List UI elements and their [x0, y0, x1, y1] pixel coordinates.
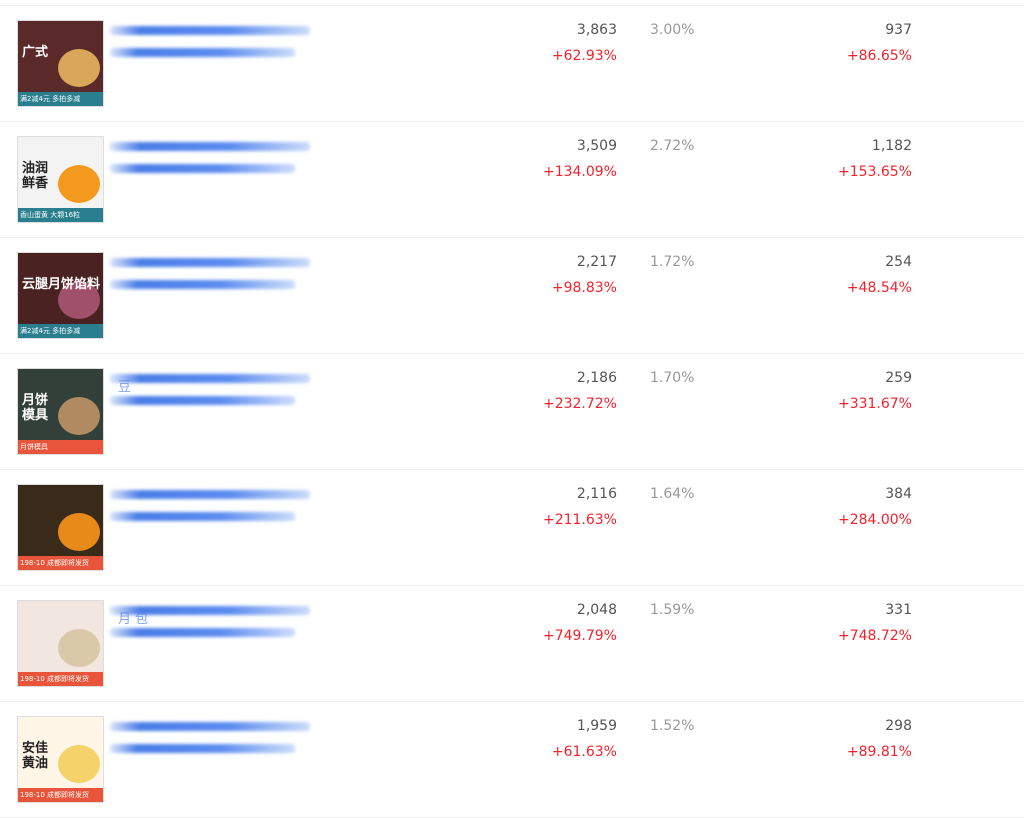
- image-banner: 198-10 成都即将发货: [18, 672, 103, 686]
- conversion-rate: 3.00%: [650, 22, 695, 38]
- product-title-text: 月 包: [118, 612, 149, 627]
- product-image[interactable]: 198-10 成都即将发货: [17, 484, 104, 571]
- product-image[interactable]: 油润 鲜香 香山蛋黄 大颗16粒: [17, 136, 104, 223]
- product-image[interactable]: 安佳 黄油 198-10 成都即将发货: [17, 716, 104, 803]
- image-banner: 198-10 成都即将发货: [18, 556, 103, 570]
- product-title-link[interactable]: [110, 22, 310, 70]
- image-banner: 198-10 成都即将发货: [18, 788, 103, 802]
- table-row[interactable]: 云腿月饼馅料 满2减4元 多拍多减 2,217 +98.83% 1.72% 25…: [0, 238, 1024, 354]
- product-photo: [58, 165, 100, 203]
- buyers-change: +153.65%: [837, 164, 912, 180]
- table-row[interactable]: 广式 满2减4元 多拍多减 3,863 +62.93% 3.00% 937 +8…: [0, 6, 1024, 122]
- product-title-link[interactable]: [110, 370, 310, 418]
- sales-value: 3,863: [576, 22, 617, 38]
- table-row[interactable]: 油润 鲜香 香山蛋黄 大颗16粒 3,509 +134.09% 2.72% 1,…: [0, 122, 1024, 238]
- image-banner: 满2减4元 多拍多减: [18, 92, 103, 106]
- product-image[interactable]: 云腿月饼馅料 满2减4元 多拍多减: [17, 252, 104, 339]
- sales-change: +134.09%: [542, 164, 617, 180]
- conversion-rate: 1.52%: [650, 718, 695, 734]
- product-title-link[interactable]: [110, 602, 310, 650]
- product-photo: [58, 49, 100, 87]
- image-caption: 安佳 黄油: [22, 741, 49, 771]
- sales-change: +62.93%: [551, 48, 617, 64]
- table-row[interactable]: 198-10 成都即将发货 月 包 2,048 +749.79% 1.59% 3…: [0, 586, 1024, 702]
- image-banner: 月饼模具: [18, 440, 103, 454]
- conversion-rate: 1.59%: [650, 602, 695, 618]
- product-title-text: 豆: [118, 380, 132, 395]
- sales-change: +98.83%: [551, 280, 617, 296]
- buyers-value: 937: [885, 22, 912, 38]
- product-title-link[interactable]: [110, 718, 310, 766]
- buyers-change: +48.54%: [846, 280, 912, 296]
- product-photo: [58, 397, 100, 435]
- table-row[interactable]: 198-10 成都即将发货 2,116 +211.63% 1.64% 384 +…: [0, 470, 1024, 586]
- buyers-value: 384: [885, 486, 912, 502]
- sales-value: 3,509: [576, 138, 617, 154]
- sales-value: 2,116: [576, 486, 617, 502]
- conversion-rate: 1.64%: [650, 486, 695, 502]
- image-caption: 月饼 模具: [22, 393, 49, 423]
- conversion-rate: 1.70%: [650, 370, 695, 386]
- sales-change: +211.63%: [542, 512, 617, 528]
- buyers-change: +89.81%: [846, 744, 912, 760]
- buyers-value: 1,182: [871, 138, 912, 154]
- product-title-link[interactable]: [110, 138, 310, 186]
- buyers-change: +748.72%: [837, 628, 912, 644]
- table-row[interactable]: 月饼 模具 月饼模具 豆 2,186 +232.72% 1.70% 259 +3…: [0, 354, 1024, 470]
- conversion-rate: 1.72%: [650, 254, 695, 270]
- sales-value: 2,048: [576, 602, 617, 618]
- buyers-value: 298: [885, 718, 912, 734]
- conversion-rate: 2.72%: [650, 138, 695, 154]
- product-photo: [58, 745, 100, 783]
- table-row[interactable]: 安佳 黄油 198-10 成都即将发货 1,959 +61.63% 1.52% …: [0, 702, 1024, 818]
- buyers-change: +284.00%: [837, 512, 912, 528]
- product-image[interactable]: 月饼 模具 月饼模具: [17, 368, 104, 455]
- buyers-value: 254: [885, 254, 912, 270]
- image-caption: 油润 鲜香: [22, 161, 49, 191]
- product-photo: [58, 513, 100, 551]
- image-caption: 云腿月饼馅料: [22, 277, 101, 292]
- sales-value: 2,186: [576, 370, 617, 386]
- buyers-change: +331.67%: [837, 396, 912, 412]
- product-photo: [58, 281, 100, 319]
- buyers-value: 331: [885, 602, 912, 618]
- sales-change: +749.79%: [542, 628, 617, 644]
- image-caption: 广式: [22, 45, 49, 60]
- product-table: 广式 满2减4元 多拍多减 3,863 +62.93% 3.00% 937 +8…: [0, 5, 1024, 818]
- image-banner: 满2减4元 多拍多减: [18, 324, 103, 338]
- sales-value: 2,217: [576, 254, 617, 270]
- product-image[interactable]: 广式 满2减4元 多拍多减: [17, 20, 104, 107]
- sales-change: +61.63%: [551, 744, 617, 760]
- product-photo: [58, 629, 100, 667]
- product-image[interactable]: 198-10 成都即将发货: [17, 600, 104, 687]
- sales-value: 1,959: [576, 718, 617, 734]
- product-title-link[interactable]: [110, 254, 310, 302]
- product-title-link[interactable]: [110, 486, 310, 534]
- sales-change: +232.72%: [542, 396, 617, 412]
- buyers-value: 259: [885, 370, 912, 386]
- image-banner: 香山蛋黄 大颗16粒: [18, 208, 103, 222]
- buyers-change: +86.65%: [846, 48, 912, 64]
